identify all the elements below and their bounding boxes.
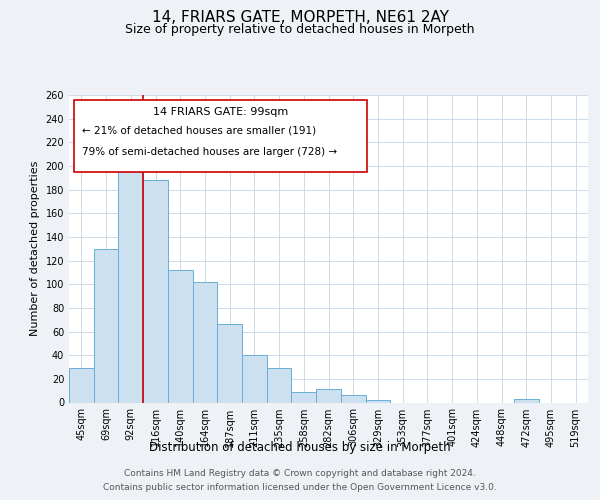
- Bar: [292, 392, 316, 402]
- Text: Contains HM Land Registry data © Crown copyright and database right 2024.: Contains HM Land Registry data © Crown c…: [124, 470, 476, 478]
- Text: Size of property relative to detached houses in Morpeth: Size of property relative to detached ho…: [125, 22, 475, 36]
- Bar: [168, 270, 193, 402]
- Bar: [143, 180, 168, 402]
- Text: 14, FRIARS GATE, MORPETH, NE61 2AY: 14, FRIARS GATE, MORPETH, NE61 2AY: [151, 10, 449, 25]
- Text: ← 21% of detached houses are smaller (191): ← 21% of detached houses are smaller (19…: [82, 126, 316, 136]
- Text: 79% of semi-detached houses are larger (728) →: 79% of semi-detached houses are larger (…: [82, 148, 337, 158]
- Bar: [341, 396, 365, 402]
- Bar: [316, 390, 341, 402]
- Text: Contains public sector information licensed under the Open Government Licence v3: Contains public sector information licen…: [103, 482, 497, 492]
- Bar: [94, 248, 118, 402]
- Bar: [242, 355, 267, 403]
- Bar: [365, 400, 390, 402]
- Bar: [69, 368, 94, 402]
- Text: 14 FRIARS GATE: 99sqm: 14 FRIARS GATE: 99sqm: [153, 108, 289, 118]
- Bar: [267, 368, 292, 402]
- Bar: [118, 161, 143, 402]
- Y-axis label: Number of detached properties: Number of detached properties: [30, 161, 40, 336]
- Bar: [514, 399, 539, 402]
- FancyBboxPatch shape: [74, 100, 367, 172]
- Bar: [217, 324, 242, 402]
- Text: Distribution of detached houses by size in Morpeth: Distribution of detached houses by size …: [149, 441, 451, 454]
- Bar: [193, 282, 217, 403]
